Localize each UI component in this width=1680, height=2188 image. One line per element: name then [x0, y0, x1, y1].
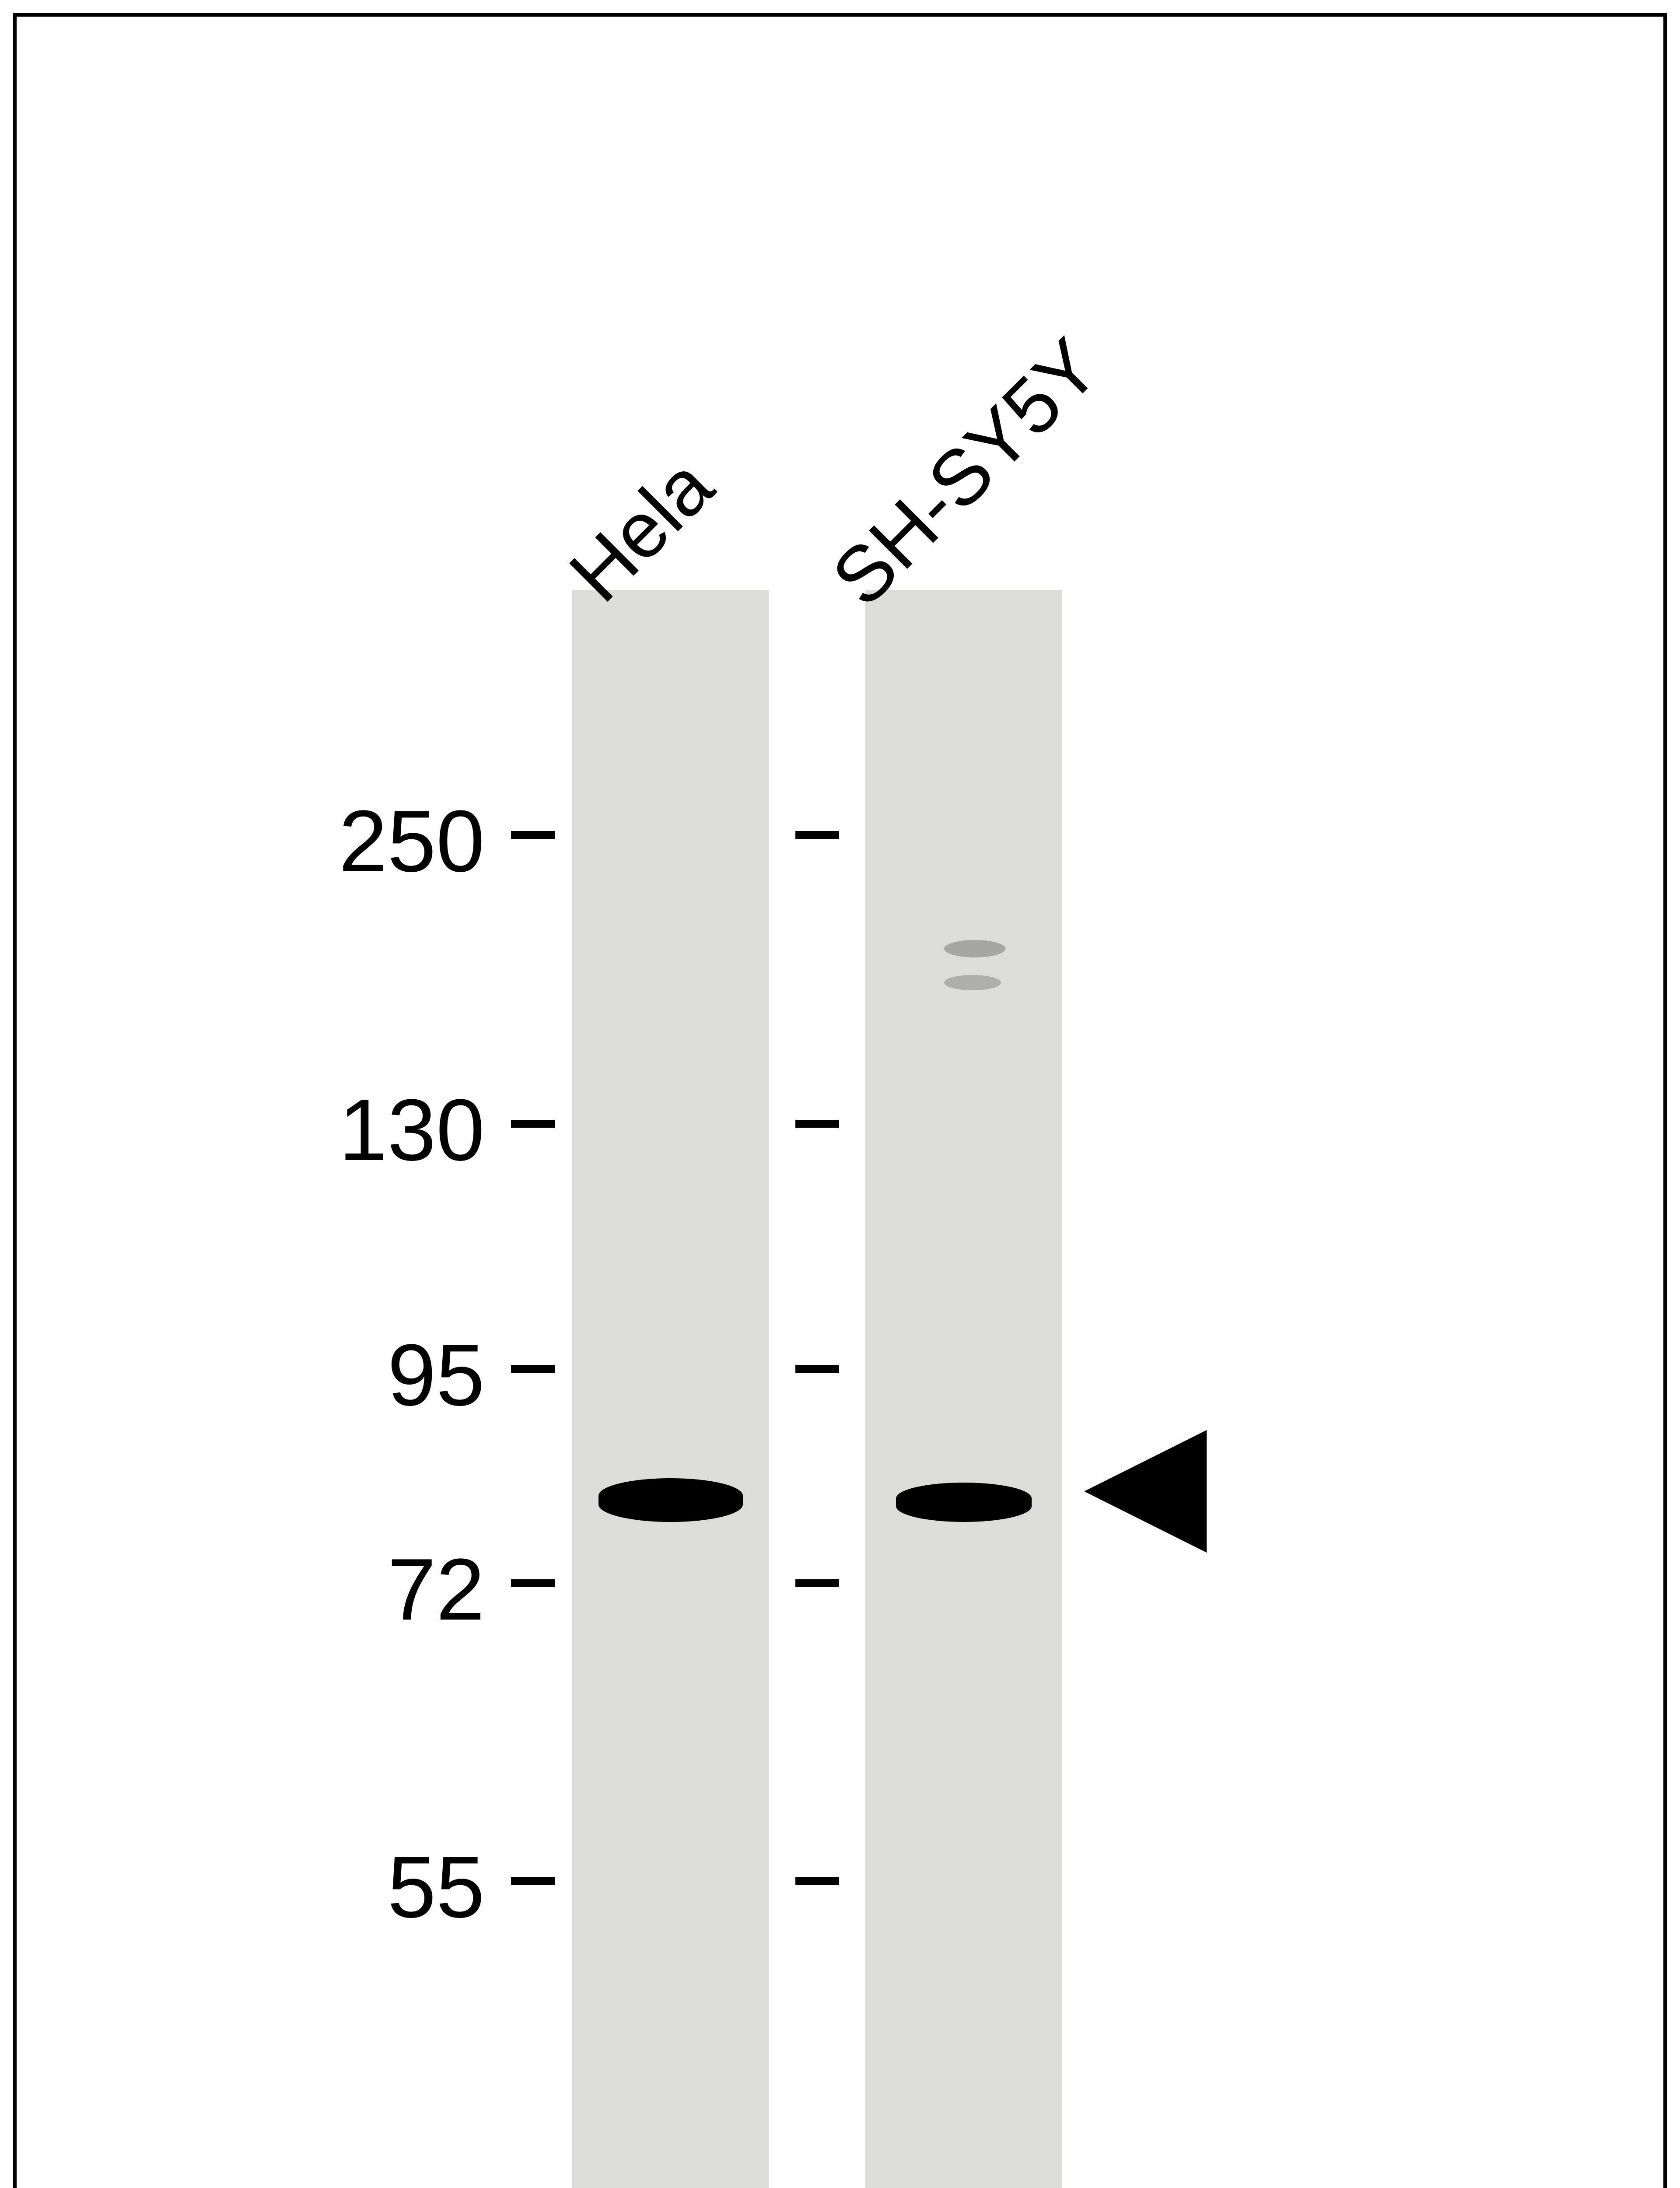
- mw-tick-left-130: [511, 1120, 555, 1128]
- faint-band-0: [944, 940, 1005, 957]
- mw-tick-mid-55: [795, 1877, 839, 1885]
- mw-tick-left-55: [511, 1877, 555, 1885]
- mw-tick-mid-95: [795, 1365, 839, 1373]
- blot-container: Hela SH-SY5Y 250130957255: [17, 17, 1663, 2188]
- lane-hela: [572, 590, 769, 2188]
- blot-frame: Hela SH-SY5Y 250130957255: [13, 13, 1667, 2188]
- mw-label-55: 55: [17, 1837, 485, 1938]
- mw-label-250: 250: [17, 791, 485, 892]
- mw-label-130: 130: [17, 1080, 485, 1181]
- mw-tick-left-250: [511, 831, 555, 839]
- target-band-arrow: [1084, 1430, 1207, 1553]
- lane-shsy5y: [865, 590, 1062, 2188]
- mw-tick-mid-72: [795, 1579, 839, 1587]
- mw-label-95: 95: [17, 1325, 485, 1426]
- mw-tick-mid-130: [795, 1120, 839, 1128]
- faint-band-1: [944, 975, 1001, 990]
- mw-tick-left-95: [511, 1365, 555, 1373]
- mw-label-72: 72: [17, 1539, 485, 1640]
- band-lane1: [598, 1478, 743, 1522]
- mw-tick-left-72: [511, 1579, 555, 1587]
- lane-label-shsy5y: SH-SY5Y: [815, 321, 1117, 624]
- band-lane2: [896, 1483, 1032, 1522]
- mw-tick-mid-250: [795, 831, 839, 839]
